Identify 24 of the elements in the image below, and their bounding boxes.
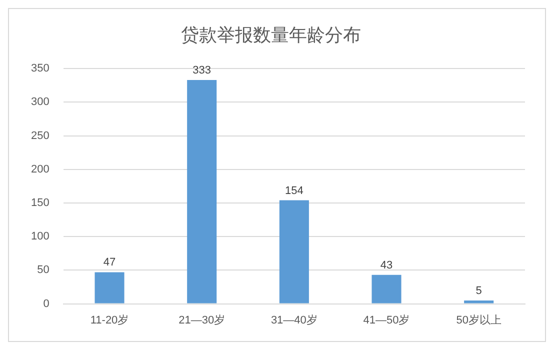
bar	[279, 200, 309, 304]
x-tick-label: 11-20岁	[90, 314, 129, 326]
y-tick-label: 200	[30, 163, 50, 176]
y-tick-label: 300	[30, 96, 50, 108]
y-tick-label: 100	[30, 230, 50, 243]
data-label: 5	[476, 284, 482, 297]
x-tick-label: 21—30岁	[178, 314, 226, 326]
bar	[372, 274, 402, 304]
x-tick-label: 50岁以上	[456, 313, 502, 326]
y-tick-label: 150	[30, 197, 50, 210]
bar	[187, 80, 217, 304]
x-tick-label: 31—40岁	[270, 314, 318, 326]
bar	[94, 272, 124, 304]
x-tick-label: 41—50岁	[363, 314, 410, 326]
y-tick-label: 50	[37, 264, 50, 276]
data-label: 333	[192, 64, 212, 77]
bar	[464, 300, 494, 304]
y-tick-label: 250	[30, 130, 50, 142]
data-label: 43	[380, 259, 393, 272]
chart-title: 贷款举报数量年龄分布	[181, 24, 361, 45]
y-tick-label: 350	[30, 62, 50, 75]
data-label: 47	[103, 256, 116, 269]
y-tick-label: 0	[43, 298, 50, 310]
data-label: 154	[284, 184, 304, 197]
